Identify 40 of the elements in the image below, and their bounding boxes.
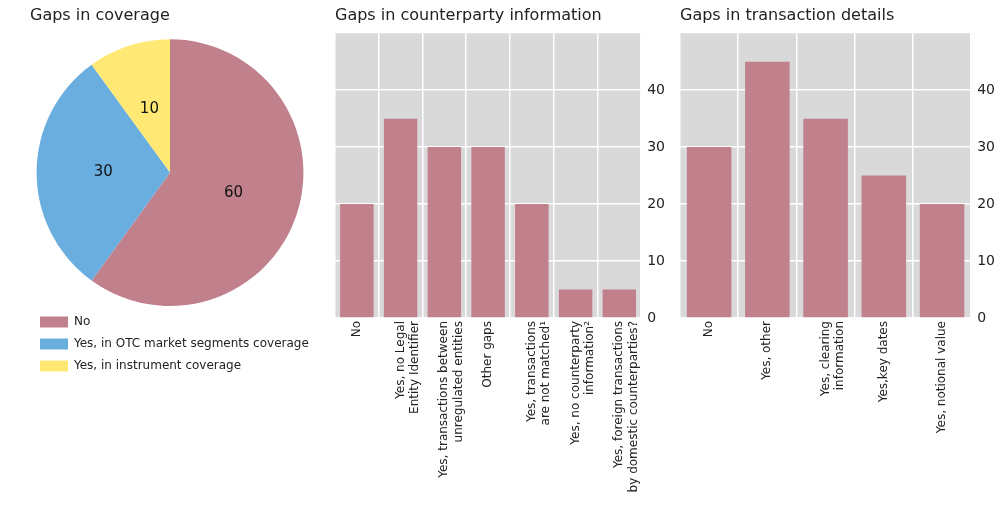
y-tick-label: 30 <box>647 137 666 154</box>
chart-title: Gaps in coverage <box>30 4 170 24</box>
chart-title: Gaps in transaction details <box>680 4 895 24</box>
y-tick-label: 0 <box>977 308 987 325</box>
legend-label: Yes, in instrument coverage <box>73 358 242 373</box>
bar <box>558 289 593 318</box>
bar <box>340 204 374 318</box>
legend-label: Yes, in OTC market segments coverage <box>73 336 309 351</box>
data-label: 60 <box>223 183 243 202</box>
x-tick-label: Yes, other <box>759 320 774 381</box>
data-label: 30 <box>93 162 113 181</box>
bar <box>602 289 637 318</box>
x-tick-label: No <box>701 321 716 338</box>
bar <box>745 61 790 318</box>
bar <box>861 175 907 318</box>
x-tick-label: Other gaps <box>480 321 495 388</box>
y-tick-label: 30 <box>977 137 996 154</box>
y-tick-label: 0 <box>647 308 657 325</box>
y-tick-label: 40 <box>647 80 666 97</box>
x-tick-label: Yes, transactions between unregulated entities <box>436 321 465 479</box>
bar <box>803 118 848 318</box>
y-tick-label: 10 <box>977 251 996 268</box>
y-tick-label: 20 <box>977 194 996 211</box>
y-tick-label: 20 <box>647 194 666 211</box>
x-tick-label: No <box>349 321 363 338</box>
bar <box>515 204 549 318</box>
x-tick-label: Yes, no Legal Entity Identifier <box>392 320 422 414</box>
y-tick-label: 40 <box>977 80 996 97</box>
x-tick-label: Yes, notional value <box>934 321 949 435</box>
bar <box>919 204 965 318</box>
bar <box>686 147 732 318</box>
x-tick-label: Yes,key dates <box>875 321 890 404</box>
y-tick-label: 10 <box>647 251 666 268</box>
x-tick-label: Yes, foreign transactions by domestic counterparties? <box>611 321 640 493</box>
bar <box>427 147 462 318</box>
data-label: 10 <box>139 99 159 118</box>
x-tick-label: Yes, clearing information <box>817 321 847 398</box>
bar <box>471 147 505 318</box>
bar <box>383 118 418 318</box>
chart-title: Gaps in counterparty information <box>335 4 602 24</box>
